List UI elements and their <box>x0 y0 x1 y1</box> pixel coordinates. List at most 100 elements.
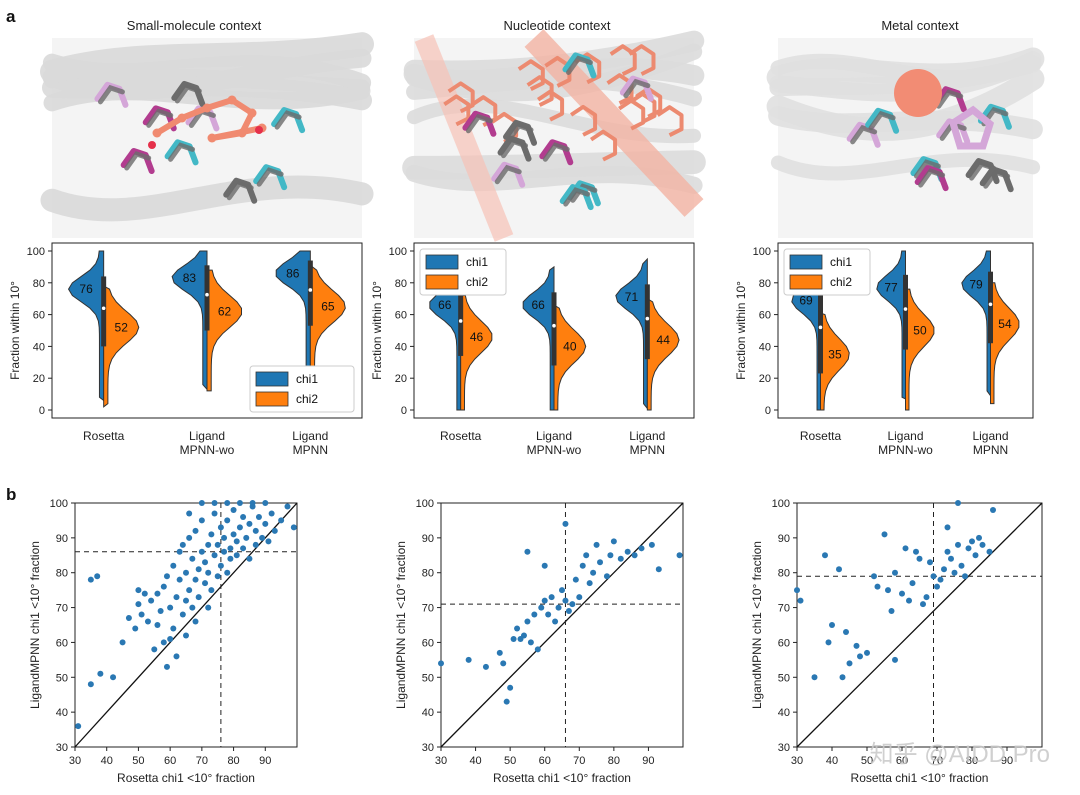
category-label: Ligand <box>887 429 923 443</box>
violin-half-chi2 <box>646 297 680 411</box>
x-axis-label: Rosetta chi1 <10° fraction <box>493 771 631 785</box>
iqr-box <box>307 260 313 326</box>
scatter-point <box>562 597 569 604</box>
scatter-point <box>290 524 297 531</box>
x-tick-label: 80 <box>227 755 239 767</box>
y-axis-label: LigandMPNN chi1 <10° fraction <box>750 541 764 709</box>
violin-chart-metal: 0 20 40 60 80 100 Fraction within 10° 69 35 Roset… <box>734 242 1034 457</box>
sidechain-stick <box>868 110 896 131</box>
sidechain-stick <box>124 151 152 171</box>
violin-half-chi2 <box>905 288 935 411</box>
category-label: MPNN-wo <box>180 443 235 457</box>
scatter-point <box>648 541 655 548</box>
diagonal-line <box>796 502 1043 748</box>
scatter-point <box>631 552 638 559</box>
histidine-ring <box>948 105 995 150</box>
scatter-point <box>555 604 562 611</box>
ligand-atom <box>207 133 217 143</box>
scatter-point <box>119 639 126 646</box>
scatter-point <box>192 618 199 625</box>
sidechain-stick <box>256 167 284 187</box>
legend-label-chi1: chi1 <box>830 255 852 269</box>
scatter-point <box>572 576 579 583</box>
median-dot <box>205 292 209 297</box>
median-dot <box>308 288 313 292</box>
scatter-point <box>864 649 870 656</box>
violin-half-chi1 <box>522 265 555 411</box>
scatter-point <box>189 604 196 611</box>
x-axis-label: Rosetta chi1 <10° fraction <box>117 771 255 785</box>
category-label: Ligand <box>629 429 665 443</box>
scatter-point <box>438 660 444 667</box>
median-label-chi2: 35 <box>828 347 842 361</box>
violin-half-chi2 <box>206 269 243 392</box>
scatter-point <box>240 513 247 520</box>
scatter-point <box>565 608 572 615</box>
scatter-point <box>590 569 597 576</box>
scatter-point <box>836 566 842 573</box>
scatter-point <box>198 517 205 524</box>
y-tick-label: 80 <box>56 568 68 580</box>
sidechain-stick <box>913 159 941 179</box>
scatter-point <box>255 513 262 520</box>
y-tick-label: 60 <box>33 310 45 322</box>
scatter-point <box>170 562 177 569</box>
iqr-box <box>818 287 823 374</box>
x-tick-label: 60 <box>896 755 908 767</box>
scatter-point <box>874 583 881 590</box>
sidechain-stick <box>570 183 598 203</box>
scatter-point <box>965 545 972 552</box>
scatter-point <box>811 674 818 681</box>
scatter-point <box>624 548 631 555</box>
violin-half-chi2 <box>990 282 1020 405</box>
scatter-point <box>794 587 800 594</box>
scatter-point <box>138 611 145 618</box>
scatter-point <box>167 604 174 611</box>
scatter-point <box>198 500 205 506</box>
median-dot <box>645 316 650 321</box>
y-tick-label: 80 <box>759 278 771 290</box>
scatter-point <box>843 628 849 635</box>
scatter-point <box>986 548 993 555</box>
y-tick-label: 70 <box>778 603 790 615</box>
scatter-point <box>167 635 174 642</box>
sidechain-stick <box>936 89 964 109</box>
scatter-point <box>944 548 951 555</box>
scatter-point <box>603 573 610 580</box>
nucleotide-stick <box>618 98 646 131</box>
scatter-axes-frame <box>74 502 298 748</box>
iqr-box <box>988 271 993 344</box>
y-tick-label: 40 <box>778 707 790 719</box>
y-tick-label: 0 <box>765 405 771 417</box>
scatter-point <box>135 601 142 608</box>
x-tick-label: 40 <box>101 755 113 767</box>
scatter-point <box>655 566 662 573</box>
x-tick-label: 50 <box>861 755 873 767</box>
ligand-atom <box>247 108 257 118</box>
scatter-point <box>75 723 82 730</box>
scatter-point <box>846 660 853 667</box>
scatter-point <box>797 597 804 604</box>
y-tick-label: 80 <box>778 568 790 580</box>
scatter-point <box>151 646 158 653</box>
nucleotide-stick <box>589 129 618 162</box>
scatter-point <box>948 555 954 562</box>
scatter-point <box>125 615 132 622</box>
scatter-point <box>233 538 240 545</box>
scatter-point <box>892 656 898 663</box>
sidechain-stick <box>565 55 593 75</box>
scatter-point <box>205 541 212 548</box>
scatter-point <box>135 587 142 594</box>
scatter-point <box>259 534 266 541</box>
scatter-point <box>979 541 986 548</box>
sidechain-stick <box>494 164 522 185</box>
nucleotide-stick <box>609 44 637 76</box>
scatter-point <box>562 520 569 527</box>
scatter-point <box>899 590 905 597</box>
category-label: Ligand <box>536 429 572 443</box>
scatter-point <box>579 562 586 569</box>
scatter-point <box>465 656 472 663</box>
ligand-oxygen-atom <box>255 126 263 134</box>
y-tick-label: 60 <box>759 310 771 322</box>
scatter-point <box>888 608 895 615</box>
